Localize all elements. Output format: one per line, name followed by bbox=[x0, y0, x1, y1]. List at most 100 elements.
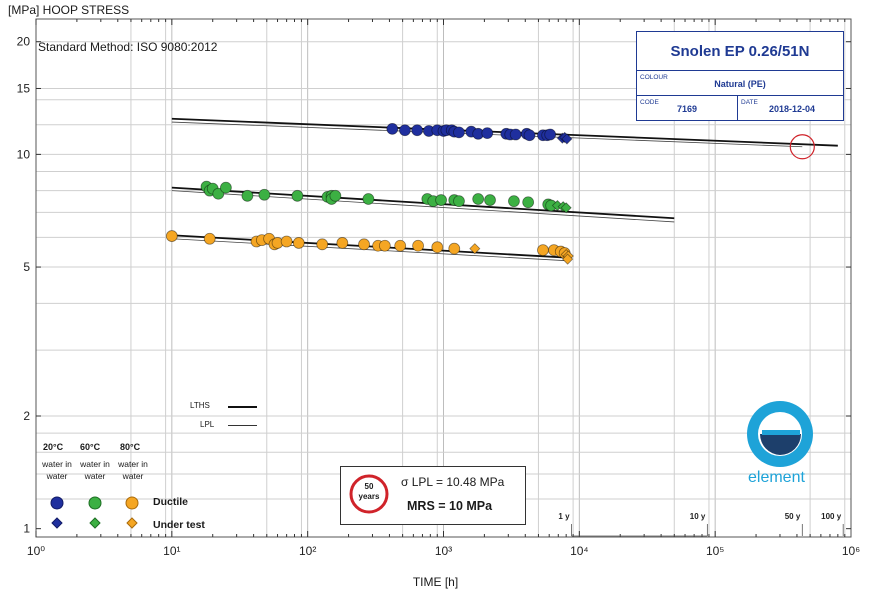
x-tick-label: 10⁴ bbox=[570, 544, 589, 558]
element-logo bbox=[747, 401, 813, 467]
standard-method-label: Standard Method: ISO 9080:2012 bbox=[38, 40, 218, 54]
data-point-ductile bbox=[219, 181, 232, 194]
x-tick-label: 10³ bbox=[435, 544, 452, 558]
lpl-label: LPL bbox=[200, 420, 215, 429]
x-tick-label: 10² bbox=[299, 544, 316, 558]
data-point-ductile bbox=[448, 242, 461, 255]
lpl-value-text: σ LPL = 10.48 MPa bbox=[401, 475, 505, 489]
y-tick-label: 15 bbox=[17, 81, 31, 95]
data-points bbox=[165, 122, 574, 265]
data-point-ductile bbox=[329, 189, 342, 202]
data-point-ductile bbox=[292, 237, 305, 249]
legend-ductile-80-marker bbox=[125, 496, 139, 510]
legend-ductile-label: Ductile bbox=[153, 496, 189, 508]
data-point-ductile bbox=[291, 189, 304, 202]
data-point-under-test bbox=[562, 253, 574, 265]
date-label: DATE bbox=[741, 99, 758, 106]
y-tick-label: 20 bbox=[17, 35, 31, 49]
legend-medium-20: water in water bbox=[42, 459, 72, 481]
data-point-ductile bbox=[453, 195, 465, 208]
colour-label: COLOUR bbox=[640, 74, 668, 81]
badge-line1: 50 bbox=[364, 482, 374, 491]
code-value: 7169 bbox=[677, 104, 698, 114]
data-point-under-test bbox=[561, 133, 573, 145]
y-tick-label: 10 bbox=[17, 147, 31, 161]
logo-text: element bbox=[748, 469, 805, 486]
y-tick-label: 2 bbox=[23, 409, 30, 423]
target-marker bbox=[789, 134, 815, 160]
x-axis-title: TIME [h] bbox=[412, 575, 459, 589]
colour-value: Natural (PE) bbox=[714, 79, 766, 89]
product-name: Snolen EP 0.26/51N bbox=[637, 32, 843, 71]
legend-ductile-20-marker bbox=[50, 496, 64, 510]
time-marker-label: 10 y bbox=[690, 512, 706, 521]
lpl-line-swatch bbox=[228, 425, 257, 426]
data-point-ductile bbox=[386, 122, 399, 135]
legend-temp-60: 60°C bbox=[80, 442, 101, 452]
colour-row: COLOUR Natural (PE) bbox=[637, 71, 843, 96]
data-point-ductile bbox=[522, 196, 535, 209]
mrs-value-text: MRS = 10 MPa bbox=[407, 499, 493, 513]
code-date-divider bbox=[737, 96, 738, 120]
legend-medium-80: water in water bbox=[118, 459, 148, 481]
data-point-ductile bbox=[165, 230, 178, 242]
y-axis-title: [MPa] HOOP STRESS bbox=[8, 3, 130, 17]
product-info-box: Snolen EP 0.26/51N COLOUR Natural (PE) C… bbox=[636, 31, 844, 121]
x-tick-label: 10⁰ bbox=[27, 544, 45, 558]
axis-ticks bbox=[35, 19, 851, 537]
y-tick-label: 1 bbox=[23, 522, 30, 536]
data-point-ductile bbox=[544, 128, 557, 141]
data-point-ductile bbox=[481, 127, 494, 139]
time-marker-label: 50 y bbox=[785, 512, 801, 521]
y-tick-labels: 1 2 5 10 15 20 bbox=[17, 35, 31, 536]
legend-temp-20: 20°C bbox=[43, 442, 64, 452]
time-marker-label: 100 y bbox=[821, 512, 842, 521]
data-point-ductile bbox=[509, 128, 522, 141]
data-point-ductile bbox=[203, 232, 216, 245]
data-point-ductile bbox=[537, 244, 549, 256]
data-point-ductile bbox=[508, 195, 520, 208]
x-tick-labels: 10⁰ 10¹ 10² 10³ 10⁴ 10⁵ 10⁶ bbox=[27, 544, 860, 558]
legend-medium-60: water in water bbox=[80, 459, 110, 481]
legend-undertest-60-marker bbox=[89, 517, 101, 529]
data-point-ductile bbox=[378, 239, 391, 252]
x-tick-label: 10⁶ bbox=[842, 544, 860, 558]
lths-line-swatch bbox=[228, 406, 257, 408]
data-point-ductile bbox=[453, 126, 465, 139]
mrs-box: 50 years σ LPL = 10.48 MPa MRS = 10 MPa bbox=[340, 466, 526, 525]
data-point-ductile bbox=[362, 193, 375, 205]
legend-under-test-label: Under test bbox=[153, 519, 205, 531]
badge-line2: years bbox=[358, 492, 380, 501]
data-point-under-test bbox=[469, 243, 481, 255]
lpl-line bbox=[171, 190, 675, 223]
data-point-ductile bbox=[336, 237, 349, 249]
data-point-ductile bbox=[358, 238, 370, 251]
x-tick-label: 10¹ bbox=[163, 544, 180, 558]
data-point-ductile bbox=[399, 124, 411, 137]
data-point-ductile bbox=[435, 194, 447, 206]
date-value: 2018-12-04 bbox=[769, 104, 816, 114]
data-point-ductile bbox=[484, 194, 496, 206]
data-point-ductile bbox=[412, 239, 424, 252]
lths-line bbox=[171, 186, 675, 220]
y-tick-label: 5 bbox=[23, 260, 30, 274]
data-point-ductile bbox=[472, 193, 485, 205]
lpl-target-circle bbox=[789, 134, 815, 160]
lpl-line bbox=[171, 238, 567, 262]
data-point-ductile bbox=[523, 129, 536, 142]
data-point-ductile bbox=[411, 124, 424, 137]
time-markers: 1 y 10 y 50 y 100 y bbox=[558, 512, 844, 537]
data-point-ductile bbox=[258, 188, 271, 201]
code-date-row: CODE 7169 DATE 2018-12-04 bbox=[637, 96, 843, 120]
code-label: CODE bbox=[640, 99, 659, 106]
data-point-ductile bbox=[431, 241, 444, 254]
x-tick-label: 10⁵ bbox=[706, 544, 724, 558]
data-point-ductile bbox=[241, 189, 254, 202]
lths-label: LTHS bbox=[190, 401, 210, 410]
time-marker-label: 1 y bbox=[558, 512, 570, 521]
legend-temp-80: 80°C bbox=[120, 442, 141, 452]
marker-legend-symbols bbox=[50, 496, 139, 529]
data-point-ductile bbox=[280, 235, 293, 248]
data-point-ductile bbox=[394, 239, 407, 252]
legend-undertest-80-marker bbox=[126, 517, 138, 529]
